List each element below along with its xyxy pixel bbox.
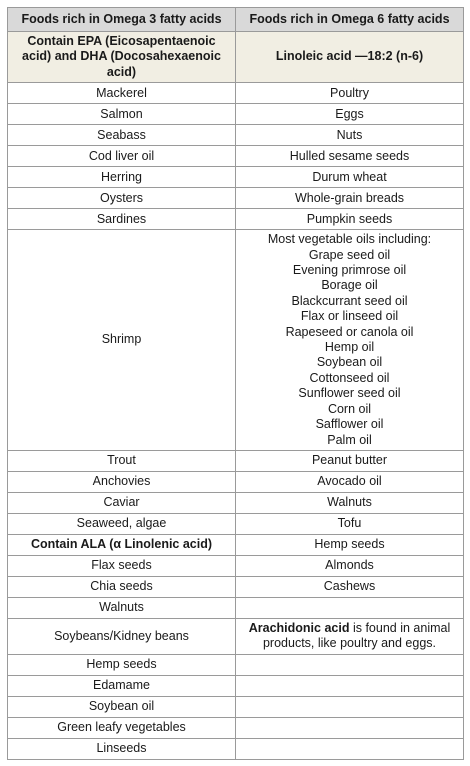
food-cell: Flax seeds	[7, 554, 236, 577]
table-row: Soybeans/Kidney beans Arachidonic acid is…	[7, 617, 464, 655]
table-row: Chia seeds Cashews	[7, 575, 464, 598]
food-cell: Edamame	[7, 674, 236, 697]
food-cell	[235, 674, 464, 697]
food-cell: Caviar	[7, 491, 236, 514]
food-cell: Cod liver oil	[7, 145, 236, 168]
food-cell: Anchovies	[7, 470, 236, 493]
food-cell: Most vegetable oils including: Grape seed…	[235, 229, 464, 451]
food-cell: Oysters	[7, 187, 236, 210]
table-row: Shrimp Most vegetable oils including: Grap…	[7, 229, 464, 451]
section-cell: Contain ALA (α Linolenic acid)	[7, 533, 236, 556]
food-cell: Walnuts	[235, 491, 464, 514]
table-row: Sardines Pumpkin seeds	[7, 208, 464, 231]
list-line: Evening primrose oil	[292, 263, 407, 278]
table-container: Foods rich in Omega 3 fatty acids Foods r…	[7, 7, 464, 760]
food-cell	[235, 695, 464, 718]
list-line: Flax or linseed oil	[300, 309, 399, 324]
food-cell: Poultry	[235, 82, 464, 105]
list-line: Corn oil	[327, 401, 372, 416]
food-cell: Herring	[7, 166, 236, 189]
header-row: Foods rich in Omega 3 fatty acids Foods r…	[7, 7, 464, 32]
table-row: Seabass Nuts	[7, 124, 464, 147]
food-cell: Avocado oil	[235, 470, 464, 493]
food-cell: Shrimp	[7, 229, 236, 451]
list-line: Soybean oil	[316, 355, 383, 370]
food-cell: Sardines	[7, 208, 236, 231]
table-row: Mackerel Poultry	[7, 82, 464, 105]
subheader-cell: Contain EPA (Eicosapentaenoic acid) and …	[7, 30, 236, 84]
header-cell: Foods rich in Omega 3 fatty acids	[7, 7, 236, 32]
food-cell: Trout	[7, 449, 236, 472]
table-row: Salmon Eggs	[7, 103, 464, 126]
list-line: Sunflower seed oil	[298, 386, 401, 401]
food-cell: Soybean oil	[7, 695, 236, 718]
table-row: Herring Durum wheat	[7, 166, 464, 189]
food-cell: Arachidonic acid is found in animal prod…	[235, 617, 464, 655]
food-cell: Cashews	[235, 575, 464, 598]
list-line: Borage oil	[321, 278, 378, 293]
table-row: Seaweed, algae Tofu	[7, 512, 464, 535]
food-cell: Green leafy vegetables	[7, 716, 236, 739]
list-line: Most vegetable oils including:	[267, 232, 432, 247]
table-row: Edamame	[7, 674, 464, 697]
list-line: Cottonseed oil	[309, 370, 390, 385]
food-cell: Walnuts	[7, 596, 236, 619]
food-cell: Durum wheat	[235, 166, 464, 189]
table-row: Cod liver oil Hulled sesame seeds	[7, 145, 464, 168]
table-row: Walnuts	[7, 596, 464, 619]
food-cell: Nuts	[235, 124, 464, 147]
list-line: Grape seed oil	[308, 247, 391, 262]
food-cell: Tofu	[235, 512, 464, 535]
omega-table: Foods rich in Omega 3 fatty acids Foods r…	[7, 7, 464, 760]
list-line: Safflower oil	[315, 417, 384, 432]
table-row: Anchovies Avocado oil	[7, 470, 464, 493]
food-cell: Chia seeds	[7, 575, 236, 598]
list-line: Rapeseed or canola oil	[285, 324, 414, 339]
food-cell: Peanut butter	[235, 449, 464, 472]
food-cell: Hemp seeds	[7, 653, 236, 676]
food-cell	[235, 596, 464, 619]
subheader-row: Contain EPA (Eicosapentaenoic acid) and …	[7, 30, 464, 84]
food-cell: Almonds	[235, 554, 464, 577]
table-row: Green leafy vegetables	[7, 716, 464, 739]
food-cell: Pumpkin seeds	[235, 208, 464, 231]
food-cell: Salmon	[7, 103, 236, 126]
list-line: Blackcurrant seed oil	[291, 293, 408, 308]
list-line: Palm oil	[327, 432, 372, 447]
bold-text: Arachidonic acid	[248, 620, 350, 635]
food-cell: Hemp seeds	[235, 533, 464, 556]
table-row: Flax seeds Almonds	[7, 554, 464, 577]
food-cell: Seabass	[7, 124, 236, 147]
food-cell: Hulled sesame seeds	[235, 145, 464, 168]
food-cell	[235, 737, 464, 760]
food-cell	[235, 716, 464, 739]
table-row: Trout Peanut butter	[7, 449, 464, 472]
header-cell: Foods rich in Omega 6 fatty acids	[235, 7, 464, 32]
table-row: Caviar Walnuts	[7, 491, 464, 514]
food-cell: Soybeans/Kidney beans	[7, 617, 236, 655]
food-cell: Mackerel	[7, 82, 236, 105]
subheader-cell: Linoleic acid —18:2 (n-6)	[235, 30, 464, 84]
table-row: Hemp seeds	[7, 653, 464, 676]
table-row: Soybean oil	[7, 695, 464, 718]
table-row: Oysters Whole-grain breads	[7, 187, 464, 210]
table-row: Contain ALA (α Linolenic acid) Hemp seeds	[7, 533, 464, 556]
food-cell: Linseeds	[7, 737, 236, 760]
food-cell: Whole-grain breads	[235, 187, 464, 210]
food-cell: Eggs	[235, 103, 464, 126]
list-line: Hemp oil	[324, 340, 375, 355]
note-text: is found in animal products, like poultr…	[262, 620, 451, 651]
food-cell	[235, 653, 464, 676]
food-cell: Seaweed, algae	[7, 512, 236, 535]
table-row: Linseeds	[7, 737, 464, 760]
